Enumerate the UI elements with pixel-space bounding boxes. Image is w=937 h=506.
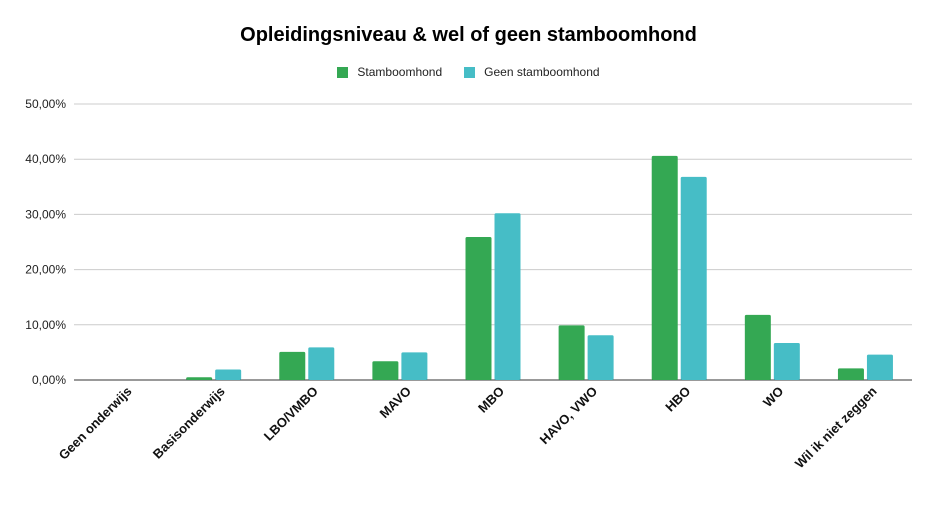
y-tick-label: 10,00%	[25, 318, 66, 332]
bar-geen-stamboomhond[interactable]	[401, 352, 428, 380]
x-tick-label: Geen onderwijs	[56, 384, 135, 463]
bar-geen-stamboomhond[interactable]	[215, 369, 242, 380]
legend-item-stamboomhond[interactable]: Stamboomhond	[337, 65, 442, 79]
x-tick-label: WO	[760, 384, 786, 410]
bar-stamboomhond[interactable]	[651, 155, 678, 380]
legend-label-stamboomhond: Stamboomhond	[357, 65, 443, 79]
x-tick-label: HAVO, VWO	[537, 384, 601, 448]
legend-swatch-geen-stamboomhond	[464, 66, 476, 78]
y-tick-label: 20,00%	[25, 263, 66, 277]
bar-geen-stamboomhond[interactable]	[773, 343, 800, 380]
x-tick-label: Wil ik niet zeggen	[792, 383, 880, 471]
bar-stamboomhond[interactable]	[558, 325, 585, 380]
y-tick-label: 30,00%	[25, 207, 66, 221]
bar-stamboomhond[interactable]	[186, 377, 213, 380]
y-tick-label: 50,00%	[25, 97, 66, 111]
bar-geen-stamboomhond[interactable]	[680, 176, 707, 380]
legend: Stamboomhond Geen stamboomhond	[0, 65, 937, 79]
chart-title: Opleidingsniveau & wel of geen stamboomh…	[240, 24, 697, 46]
x-tick-label: MBO	[475, 384, 507, 416]
legend-label-geen-stamboomhond: Geen stamboomhond	[484, 65, 600, 79]
x-tick-label: MAVO	[377, 384, 415, 422]
bar-geen-stamboomhond[interactable]	[494, 213, 521, 380]
legend-item-geen-stamboomhond[interactable]: Geen stamboomhond	[464, 65, 600, 79]
y-tick-label: 0,00%	[32, 373, 66, 387]
x-tick-label: LBO/VMBO	[261, 384, 321, 444]
x-tick-label: Basisonderwijs	[150, 384, 228, 462]
y-tick-label: 40,00%	[25, 152, 66, 166]
bar-geen-stamboomhond[interactable]	[866, 354, 893, 380]
bar-stamboomhond[interactable]	[744, 314, 771, 380]
legend-swatch-stamboomhond	[337, 66, 349, 78]
bar-stamboomhond[interactable]	[837, 368, 864, 380]
bar-stamboomhond[interactable]	[465, 237, 492, 380]
bar-stamboomhond[interactable]	[372, 361, 399, 380]
x-tick-label: HBO	[662, 384, 693, 415]
bar-geen-stamboomhond[interactable]	[587, 335, 614, 380]
bar-geen-stamboomhond[interactable]	[308, 347, 335, 380]
bar-stamboomhond[interactable]	[279, 351, 306, 380]
